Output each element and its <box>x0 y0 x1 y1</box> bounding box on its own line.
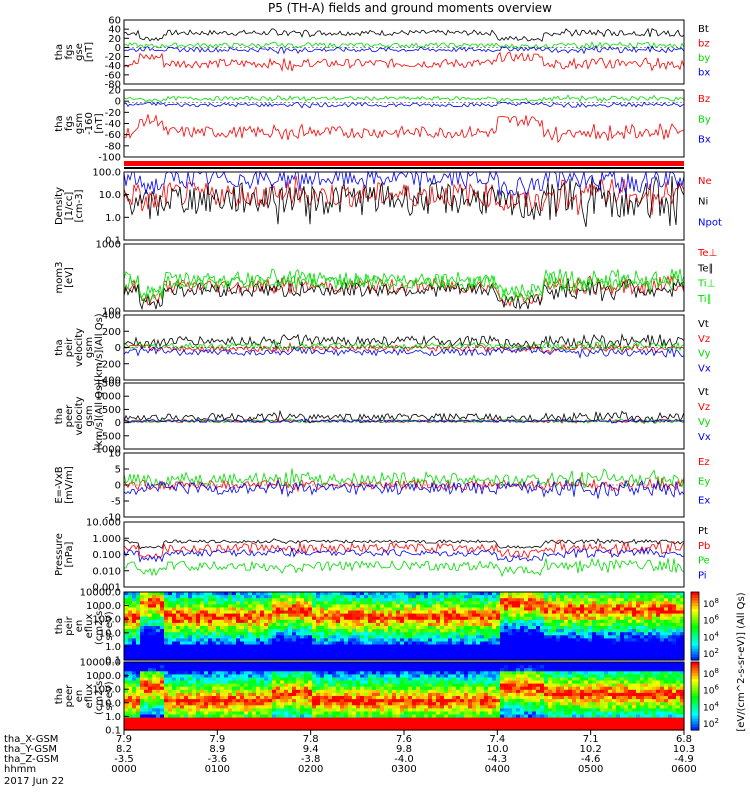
legend-label: Pb <box>698 541 710 552</box>
legend-label: Ni <box>698 197 708 208</box>
legend-label: Vt <box>698 387 709 398</box>
y-axis-label: [nT] <box>84 42 95 62</box>
y-axis-label: sr-eV) <box>104 611 115 640</box>
chart-title: P5 (TH-A) fields and ground moments over… <box>268 1 552 15</box>
y-tick-label: 0 <box>115 97 121 108</box>
series-line-Pe <box>124 558 684 576</box>
y-tick-label: 0.100 <box>92 550 121 561</box>
legend-label: Ti⊥ <box>697 279 715 290</box>
series-line-Bt <box>124 29 684 42</box>
y-tick-label: 0 <box>115 481 121 492</box>
y-axis-label: [mV/m] <box>64 466 75 504</box>
series-line-Te∥ <box>124 279 684 309</box>
legend-label: Te∥ <box>697 263 714 274</box>
y-tick-label: -40 <box>105 119 121 130</box>
y-tick-label: 100.0 <box>92 168 121 179</box>
legend-label: by <box>698 53 710 64</box>
legend-label: Vx <box>698 363 711 374</box>
colorbar-tick-label: 102 <box>703 647 719 660</box>
y-tick-label: -80 <box>105 141 121 152</box>
colorbar-tick-label: 108 <box>703 597 719 610</box>
colorbar-step <box>691 629 699 632</box>
legend-label: Vz <box>698 402 710 413</box>
y-axis-label: [km/s](All Qs) <box>94 313 105 381</box>
y-tick-label: 5 <box>115 465 121 476</box>
colorbar-tick-label: 104 <box>703 630 719 643</box>
legend-label: Ex <box>698 496 710 507</box>
y-axis-label: [nPa] <box>64 541 75 567</box>
legend-label: Ti∥ <box>697 294 712 305</box>
y-tick-label: 0.010 <box>92 566 121 577</box>
series-line-Vx <box>124 347 684 357</box>
y-tick-label: 0 <box>115 343 121 354</box>
y-tick-label: 1000 <box>96 240 121 251</box>
y-tick-label: -20 <box>105 108 121 119</box>
legend-label: Npot <box>698 217 722 228</box>
legend-label: Vz <box>698 334 710 345</box>
legend-label: Ey <box>698 476 710 487</box>
legend-label: bx <box>698 68 710 79</box>
legend-label: Vx <box>698 432 711 443</box>
series-line-Bz <box>124 114 684 142</box>
series-line-By <box>124 95 684 102</box>
y-axis-label: [nT] <box>94 113 105 133</box>
y-tick-label: 10000.0 <box>80 588 121 599</box>
series-line-bz <box>124 53 684 72</box>
y-tick-label: 10 <box>108 449 121 460</box>
legend-label: Vy <box>698 349 711 360</box>
legend-label: Vt <box>698 319 709 330</box>
legend-label: Te⊥ <box>697 248 717 259</box>
legend-label: Bz <box>698 94 710 105</box>
colorbar-step <box>691 654 699 657</box>
panel-frame <box>124 244 684 311</box>
legend-label: Bt <box>698 24 709 35</box>
legend-label: bz <box>698 39 710 50</box>
panel-peer-eflux: 10810610410210000.01000.0100.010.01.00.1… <box>54 658 719 737</box>
y-tick-label: -60 <box>105 130 121 141</box>
y-axis-label: [km/s](All Qs) <box>94 382 105 450</box>
legend-label: By <box>698 114 711 125</box>
legend-label: Vy <box>698 417 711 428</box>
legend-label: Ez <box>698 457 710 468</box>
legend-label: Bx <box>698 135 711 146</box>
panel-frame <box>124 383 684 449</box>
y-tick-label: 1.0 <box>105 642 121 653</box>
y-tick-label: 10.000 <box>86 518 121 529</box>
colorbar-step <box>691 603 699 606</box>
y-tick-label: -5 <box>111 497 121 508</box>
panel-peir-eflux: 10810610410210000.01000.0100.010.01.00.1… <box>54 588 719 667</box>
legend-label: Ne <box>698 176 712 187</box>
series-line-Bx <box>124 102 684 108</box>
y-tick-label: -100 <box>98 153 121 164</box>
colorbar-tick-label: 106 <box>703 614 719 627</box>
legend-label: Pt <box>698 526 708 537</box>
colorbar-step <box>691 620 699 623</box>
y-tick-label: 10.0 <box>99 190 121 201</box>
colorbar-step <box>691 612 699 615</box>
colorbar-step <box>691 595 699 598</box>
legend-label: Pi <box>698 570 707 581</box>
y-tick-label: 0 <box>115 418 121 429</box>
y-tick-label: 1.0 <box>105 213 121 224</box>
colorbar: 108 106 104 102 <box>691 592 719 661</box>
legend-label: Pe <box>698 556 710 567</box>
colorbar-step <box>691 637 699 640</box>
colorbar-step <box>691 646 699 649</box>
series-line-Pi <box>124 548 684 562</box>
y-axis-label: [cm-3] <box>74 189 85 222</box>
y-tick-label: 20 <box>108 86 121 97</box>
y-tick-label: 1.000 <box>92 534 121 545</box>
y-axis-label: [eV] <box>64 267 75 288</box>
panel-pressure: PtPbPePi10.0001.0000.1000.0100.001Pressu… <box>54 518 710 594</box>
panel-density: NeNiNpot100.010.01.00.1Density[1/cc][cm-… <box>54 168 722 247</box>
